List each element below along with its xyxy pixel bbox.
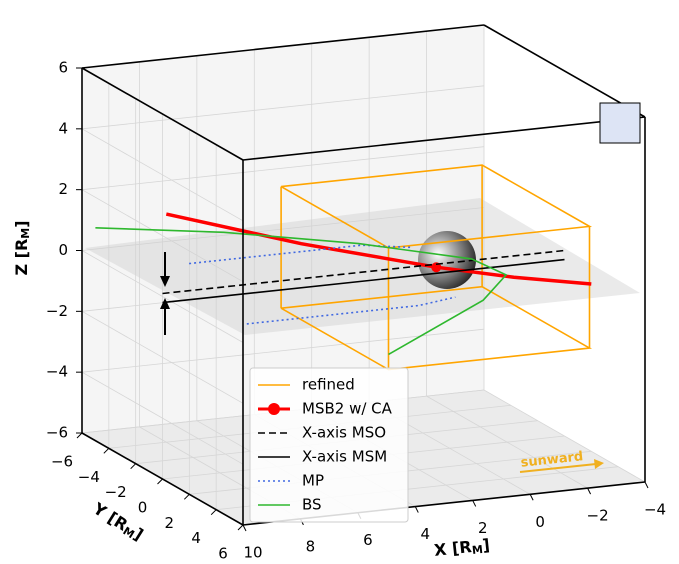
y-tick (211, 510, 216, 515)
z-axis-label: Z [RM] (12, 220, 33, 275)
y-tick-label: 6 (218, 545, 228, 561)
y-tick (131, 464, 136, 469)
legend: refined MSB2 w/ CA X-axis MSO X-axis MSM MP B… (250, 368, 408, 522)
x-tick (530, 494, 533, 500)
y-tick-label: −4 (78, 468, 100, 486)
x-tick-label: 2 (478, 519, 488, 537)
x-axis-label: X [RM] (433, 535, 491, 560)
z-tick-label: −2 (46, 302, 68, 320)
z-tick-label: 0 (58, 241, 68, 259)
z-tick-label: 2 (58, 180, 68, 198)
y-tick (184, 494, 189, 499)
y-tick-label: 2 (165, 514, 175, 532)
x-tick-label: 6 (363, 531, 373, 549)
chart: sunward Z [RM] Y [RM] X [RM] −4−20246810… (0, 0, 679, 560)
x-tick (473, 500, 476, 506)
z-tick-label: −6 (46, 424, 68, 442)
x-tick (243, 525, 246, 531)
x-tick-label: 8 (306, 537, 316, 555)
x-tick (415, 507, 418, 513)
y-tick-label: 4 (191, 529, 201, 547)
y-tick (104, 448, 109, 453)
z-tick-label: 6 (58, 59, 68, 77)
x-tick-label: 10 (243, 544, 262, 561)
x-tick-label: 4 (421, 525, 431, 543)
y-tick-label: −2 (105, 483, 127, 501)
x-tick (645, 482, 648, 488)
y-tick-label: 0 (138, 499, 148, 517)
legend-label: MSB2 w/ CA (302, 400, 393, 418)
legend-label: X-axis MSO (302, 424, 386, 442)
y-tick (77, 433, 82, 438)
y-tick-label: −6 (51, 453, 73, 471)
x-tick-label: 0 (535, 513, 545, 531)
x-tick (588, 488, 591, 494)
x-tick-label: −2 (587, 507, 609, 525)
y-tick (238, 525, 243, 530)
legend-label: BS (302, 496, 322, 514)
legend-label: refined (302, 376, 355, 394)
legend-label: MP (302, 472, 324, 490)
legend-marker (268, 403, 280, 415)
y-tick (158, 479, 163, 484)
z-tick-label: 4 (58, 119, 68, 137)
small-cube (600, 103, 640, 143)
legend-label: X-axis MSM (302, 448, 387, 466)
z-tick-label: −4 (46, 363, 68, 381)
x-tick-label: −4 (644, 501, 666, 519)
